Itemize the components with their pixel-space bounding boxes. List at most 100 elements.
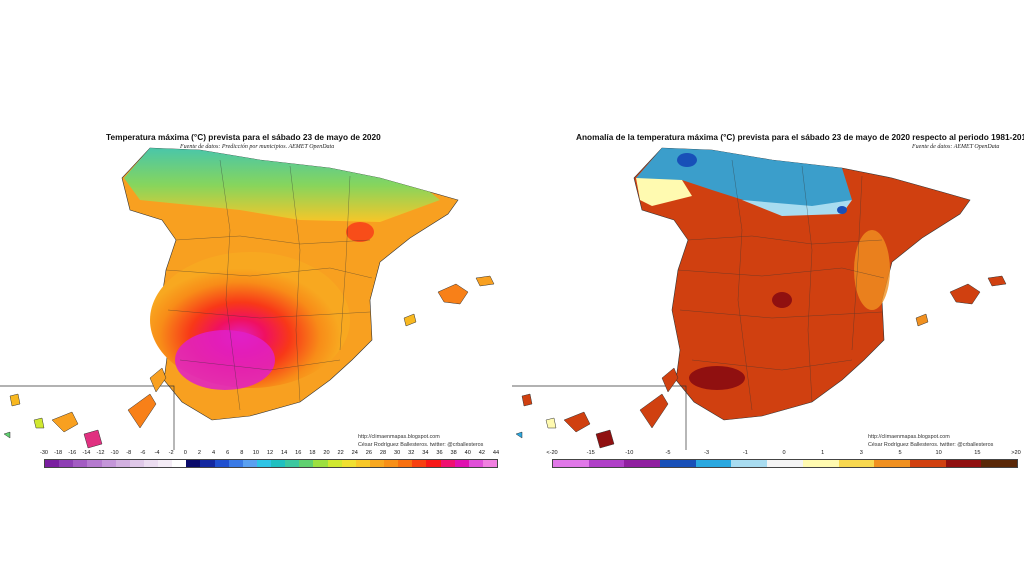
legend-swatch <box>874 460 910 467</box>
legend-label: 40 <box>464 450 471 456</box>
credit-author: César Rodríguez Ballesteros. twitter: @c… <box>358 442 484 448</box>
legend-label: -16 <box>68 450 77 456</box>
map-title: Temperatura máxima (°C) prevista para el… <box>106 132 381 142</box>
credit-author: César Rodríguez Ballesteros. twitter: @c… <box>868 442 994 448</box>
legend-swatch <box>624 460 661 467</box>
legend-label: -6 <box>140 450 146 456</box>
legend-label: 20 <box>323 450 330 456</box>
legend-label: 2 <box>197 450 201 456</box>
legend-swatch <box>588 460 625 467</box>
legend-swatch <box>909 460 946 467</box>
peninsula-shape <box>633 147 971 421</box>
legend-label: 34 <box>422 450 429 456</box>
legend-swatch <box>553 460 589 467</box>
legend-label: 3 <box>859 450 863 456</box>
legend-swatch <box>158 460 173 467</box>
spain-temperature-map <box>0 147 495 450</box>
legend-label: 12 <box>266 450 274 456</box>
legend-label: 38 <box>450 450 457 456</box>
legend-swatch <box>695 460 732 467</box>
legend-label: 32 <box>408 450 415 456</box>
legend-swatch <box>838 460 875 467</box>
legend-swatch <box>101 460 116 467</box>
legend-label: -30 <box>39 450 49 456</box>
temperature-map-panel: Temperatura máxima (°C) prevista para el… <box>0 132 499 468</box>
legend-swatch <box>468 460 483 467</box>
legend-swatch <box>398 460 413 467</box>
legend-swatch <box>341 460 356 467</box>
legend-swatch <box>327 460 342 467</box>
legend-label: -8 <box>126 450 132 456</box>
legend-label: 1 <box>821 450 825 456</box>
balearic-islands <box>437 283 469 305</box>
anomaly-map-panel: Anomalía de la temperatura máxima (°C) p… <box>512 0 1024 576</box>
legend-label: 28 <box>379 450 387 456</box>
canary-islands <box>515 367 679 449</box>
legend-label: 0 <box>782 450 786 456</box>
legend-swatch <box>454 460 469 467</box>
legend-label: 16 <box>295 450 302 456</box>
legend-swatch <box>115 460 130 467</box>
legend-swatch <box>482 460 497 467</box>
legend-label: 26 <box>365 450 372 456</box>
legend-label: 10 <box>935 450 942 456</box>
credit-url: http://climaenmapas.blogspot.com <box>868 434 950 440</box>
legend-swatch <box>129 460 144 467</box>
legend-swatch <box>981 460 1017 467</box>
legend-label: >20 <box>1011 450 1021 456</box>
legend-label: 36 <box>436 450 443 456</box>
canary-inset-frame <box>512 385 687 450</box>
legend-swatch <box>802 460 839 467</box>
legend-label: -4 <box>154 450 160 456</box>
legend-label: 5 <box>898 450 902 456</box>
legend-label: -10 <box>110 450 119 456</box>
canary-islands <box>3 367 167 449</box>
legend-label: 24 <box>351 450 358 456</box>
legend-swatch <box>200 460 215 467</box>
legend-label: 42 <box>478 450 485 456</box>
legend-labels: -30 -18 -16 -14 -12 -10 -8 -6 -4 -2 0 2 4 6 8 10 12 14 16 1… <box>40 450 499 458</box>
legend-label: 18 <box>309 450 316 456</box>
legend-label: -2 <box>168 450 174 456</box>
legend-label: 4 <box>211 450 216 456</box>
legend-label: 30 <box>394 450 401 456</box>
legend-swatch <box>731 460 768 467</box>
legend-swatch <box>440 460 455 467</box>
spain-anomaly-map <box>512 147 1007 450</box>
legend-swatch <box>412 460 427 467</box>
legend-swatch <box>271 460 286 467</box>
legend-label: 8 <box>240 450 244 456</box>
legend-label: -15 <box>586 450 595 456</box>
legend-swatch <box>143 460 158 467</box>
legend-swatch <box>369 460 384 467</box>
legend-swatch <box>242 460 257 467</box>
legend-swatch <box>313 460 328 467</box>
legend-label: 15 <box>974 450 981 456</box>
legend-swatch <box>767 460 803 467</box>
legend-label: -12 <box>96 450 105 456</box>
balearic-islands <box>949 283 981 305</box>
map-source: Fuente de datos: AEMET OpenData <box>912 144 1000 150</box>
legend-label: -5 <box>665 450 671 456</box>
anomaly-legend: <-20 -15 -10 -5 -3 -1 0 1 3 5 10 15 >20 <box>546 450 1021 470</box>
legend-swatch <box>172 460 187 467</box>
legend-label: -10 <box>625 450 634 456</box>
legend-swatch <box>45 460 60 467</box>
map-title: Anomalía de la temperatura máxima (°C) p… <box>576 132 1024 142</box>
legend-label: 0 <box>183 450 187 456</box>
legend-label: 6 <box>226 450 230 456</box>
legend-swatch <box>355 460 370 467</box>
legend-swatch <box>660 460 696 467</box>
legend-swatch <box>384 460 399 467</box>
legend-color-bar <box>44 459 498 468</box>
legend-swatch <box>945 460 982 467</box>
legend-swatch <box>228 460 243 467</box>
legend-swatch <box>59 460 74 467</box>
legend-labels: <-20 -15 -10 -5 -3 -1 0 1 3 5 10 15 >20 <box>546 450 1020 458</box>
legend-swatch <box>214 460 229 467</box>
legend-label: 22 <box>337 450 344 456</box>
legend-label: 10 <box>252 450 259 456</box>
legend-swatch <box>256 460 271 467</box>
legend-swatch <box>186 460 201 467</box>
legend-label: -18 <box>54 450 63 456</box>
